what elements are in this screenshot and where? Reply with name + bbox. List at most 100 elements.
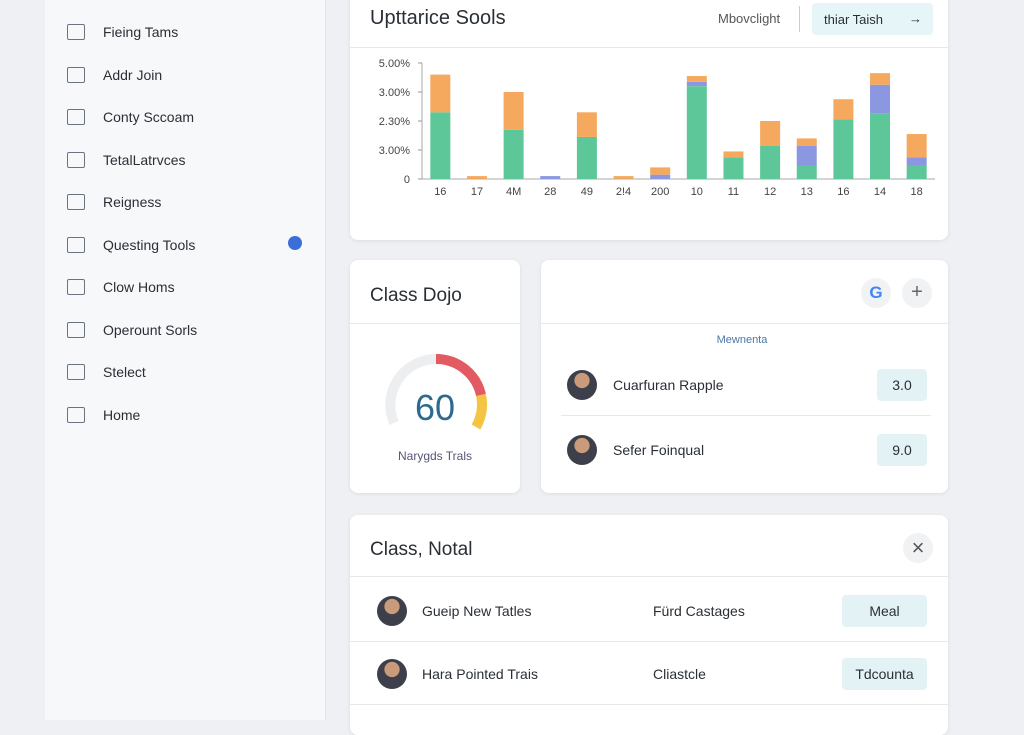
member-name: Sefer Foinqual bbox=[613, 442, 705, 458]
nav-label: Operount Sorls bbox=[103, 321, 198, 338]
bar-segment bbox=[796, 138, 817, 146]
nav-icon bbox=[67, 321, 85, 338]
bar-segment bbox=[723, 157, 744, 179]
nav-label: Conty Sccoam bbox=[103, 109, 195, 125]
nav-icon bbox=[67, 66, 85, 83]
card-title: Class, Notal bbox=[370, 539, 473, 560]
nav-item[interactable]: Stelect bbox=[45, 358, 325, 388]
x-tick-label: 4M bbox=[506, 186, 521, 198]
divider bbox=[350, 704, 948, 705]
bar-segment bbox=[906, 134, 927, 158]
bar-segment bbox=[540, 176, 561, 179]
nav-item[interactable]: Reigness bbox=[45, 188, 325, 218]
bar-segment bbox=[686, 81, 707, 87]
y-tick-label: 3.00% bbox=[379, 87, 410, 99]
divider bbox=[350, 641, 948, 642]
nav-item[interactable]: Conty Sccoam bbox=[45, 103, 325, 133]
dojo-card: Class Dojo 60 Narygds Trals bbox=[350, 260, 520, 493]
nav-item[interactable]: TetalLatrvces bbox=[45, 146, 325, 176]
bar-segment bbox=[760, 145, 781, 179]
nav-icon bbox=[67, 24, 85, 40]
card-title: Class Dojo bbox=[370, 285, 462, 306]
nav-label: TetalLatrvces bbox=[103, 151, 186, 168]
note-title: Hara Pointed Trais bbox=[422, 666, 538, 682]
note-detail: Cliastcle bbox=[653, 666, 706, 682]
avatar bbox=[567, 435, 597, 465]
button[interactable]: thiar Taish → bbox=[812, 3, 933, 35]
bar-segment bbox=[650, 167, 671, 175]
notes-card: Class, Notal × Gueip New Tatles Fürd Cast… bbox=[350, 515, 948, 735]
bar-segment bbox=[833, 119, 854, 179]
x-tick-label: 2!4 bbox=[616, 186, 631, 198]
button-label: thiar Taish bbox=[824, 12, 884, 27]
button-icon: → bbox=[909, 11, 922, 26]
bar-segment bbox=[723, 151, 744, 158]
divider bbox=[350, 576, 948, 577]
nav-item[interactable]: Operount Sorls bbox=[45, 316, 325, 346]
bar-segment bbox=[503, 129, 524, 179]
nav-label: Questing Tools bbox=[103, 236, 196, 253]
bar-segment bbox=[833, 99, 854, 120]
bar-segment bbox=[870, 84, 891, 114]
nav-item[interactable]: Questing Tools bbox=[45, 231, 325, 261]
page: Fieing Tams Addr Join Conty Sccoam TetalLat… bbox=[45, 0, 948, 735]
separator bbox=[799, 6, 800, 32]
bar-segment bbox=[650, 174, 671, 179]
nav-icon bbox=[67, 406, 85, 423]
score: 3.0 bbox=[877, 369, 927, 401]
x-tick-label: 14 bbox=[874, 186, 886, 198]
members-card: G + Mewnenta Cuarfuran Rapple 3.0 Sefer Fo… bbox=[541, 260, 948, 493]
close-button[interactable]: × bbox=[903, 533, 933, 563]
sidebar: Fieing Tams Addr Join Conty Sccoam TetalLat… bbox=[45, 0, 326, 720]
nav-label: Reigness bbox=[103, 194, 162, 210]
nav-label: Clow Homs bbox=[103, 279, 175, 295]
bar-segment bbox=[906, 157, 927, 166]
y-tick-label: 3.00% bbox=[379, 145, 410, 157]
gauge-arc bbox=[471, 393, 487, 430]
bar-segment bbox=[870, 113, 891, 179]
nav-item[interactable]: Clow Homs bbox=[45, 273, 325, 303]
bar-segment bbox=[686, 76, 707, 82]
divider bbox=[561, 415, 931, 416]
y-tick-label: 2.30% bbox=[379, 116, 410, 128]
x-tick-label: 17 bbox=[471, 186, 483, 198]
nav-label: Home bbox=[103, 406, 141, 423]
x-tick-label: 13 bbox=[801, 186, 813, 198]
note-detail: Fürd Castages bbox=[653, 603, 745, 619]
nav-label: Stelect bbox=[103, 364, 146, 380]
bar-segment bbox=[466, 176, 487, 179]
nav-label: Fieing Tams bbox=[103, 24, 179, 40]
note-title: Gueip New Tatles bbox=[422, 603, 532, 619]
google-icon[interactable]: G bbox=[861, 278, 891, 308]
note-tag: Meal bbox=[842, 595, 927, 627]
avatar bbox=[567, 370, 597, 400]
nav-icon bbox=[67, 194, 85, 210]
sidebar-badge bbox=[288, 236, 302, 250]
bar-segment bbox=[503, 92, 524, 130]
gauge bbox=[385, 353, 487, 430]
card-title: Upttarice Sools bbox=[370, 7, 506, 29]
nav-icon bbox=[67, 364, 85, 380]
bar-segment bbox=[613, 176, 634, 179]
bar-segment bbox=[576, 112, 597, 137]
x-tick-label: 200 bbox=[651, 186, 669, 198]
note-tag: Tdcounta bbox=[842, 658, 927, 690]
x-tick-label: 16 bbox=[837, 186, 849, 198]
x-tick-label: 49 bbox=[581, 186, 593, 198]
gauge-arc bbox=[435, 353, 486, 397]
x-tick-label: 16 bbox=[434, 186, 446, 198]
x-tick-label: 10 bbox=[691, 186, 703, 198]
bar-segment bbox=[760, 121, 781, 146]
member-name: Cuarfuran Rapple bbox=[613, 377, 724, 393]
chart-card: Upttarice Sools Mbovclight thiar Taish →… bbox=[350, 0, 948, 240]
avatar bbox=[377, 596, 407, 626]
nav-item[interactable]: Fieing Tams bbox=[45, 18, 325, 48]
nav-item[interactable]: Home bbox=[45, 401, 325, 431]
x-tick-label: 28 bbox=[544, 186, 556, 198]
add-icon[interactable]: + bbox=[902, 278, 932, 308]
bar-segment bbox=[906, 165, 927, 179]
x-tick-label: 11 bbox=[728, 186, 739, 198]
nav-item[interactable]: Addr Join bbox=[45, 61, 325, 91]
link[interactable]: Mbovclight bbox=[718, 11, 781, 26]
nav-label: Addr Join bbox=[103, 66, 163, 83]
